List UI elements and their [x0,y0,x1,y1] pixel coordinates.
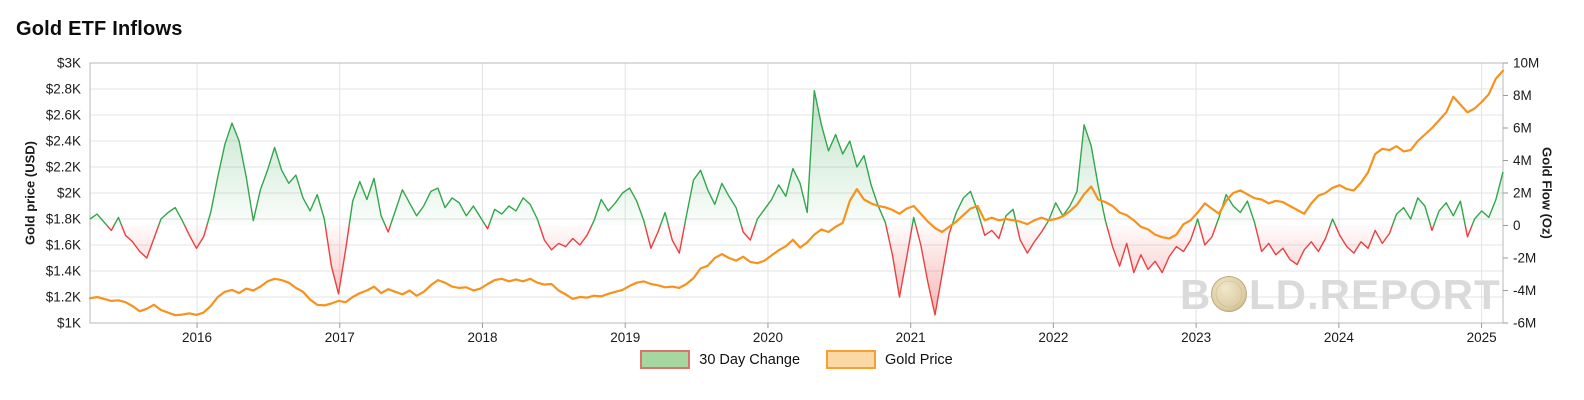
right-axis-tick-label: -2M [1513,251,1536,266]
x-axis-tick-label: 2022 [1038,330,1068,345]
flow-line-positive [89,89,1504,226]
left-axis-tick-label: $2.8K [46,82,81,97]
gold-price-line [88,69,1505,317]
right-axis-tick-label: 0 [1513,218,1521,233]
x-axis-tick-label: 2018 [467,330,497,345]
left-axis-tick-label: $2.4K [46,134,81,149]
right-axis-tick-label: 6M [1513,121,1532,136]
flow-line-negative [106,225,1473,316]
chart-plot-area: B LD.REPORT $3K $2.8K $2.6K $2.4K $2.2K $2K $1.8… [46,56,1540,346]
gold-coin-icon [1211,276,1247,312]
left-axis-tick-label: $2.2K [46,160,81,175]
left-axis-tick-label: $3K [57,56,81,71]
left-axis-tick-label: $1.2K [46,290,81,305]
right-axis-tick-label: 10M [1513,56,1539,71]
right-axis-tick-label: -6M [1513,316,1536,331]
legend-label-30-day-change: 30 Day Change [699,351,801,368]
legend-swatch-gold-price [826,350,877,369]
x-axis-tick-label: 2019 [610,330,640,345]
watermark: B LD.REPORT [1180,271,1501,318]
flow-area-negative [90,225,1503,315]
gold-coin-inner-ring [1215,280,1243,308]
legend: 30 Day Change Gold Price [90,350,1503,369]
x-axis-tick-label: 2017 [325,330,355,345]
right-axis-tick-label: 8M [1513,88,1532,103]
left-axis-tick-label: $1.8K [46,212,81,227]
right-axis-tick-label: -4M [1513,283,1536,298]
left-axis-tick-label: $2.6K [46,108,81,123]
left-axis-tick-label: $1.6K [46,238,81,253]
watermark-text-prefix: B [1180,271,1211,318]
left-axis-tick-label: $1.4K [46,264,81,279]
right-axis-tick-label: 4M [1513,153,1532,168]
x-axis-tick-label: 2025 [1467,330,1497,345]
flow-area-positive [90,90,1503,226]
watermark-text-suffix: LD.REPORT [1249,271,1501,318]
left-axis-tick-label: $1K [57,316,81,331]
x-axis-tick-label: 2024 [1324,330,1355,345]
x-axis-tick-label: 2016 [182,330,212,345]
page-title: Gold ETF Inflows [16,18,183,40]
legend-item-30-day-change[interactable]: 30 Day Change [640,350,800,369]
x-axis-tick-label: 2020 [753,330,783,345]
legend-label-gold-price: Gold Price [885,351,953,368]
right-axis-tick-label: 2M [1513,186,1532,201]
left-axis-tick-label: $2K [57,186,81,201]
x-axis-tick-label: 2023 [1181,330,1211,345]
x-axis-tick-label: 2021 [896,330,926,345]
legend-swatch-30-day-change [640,350,691,369]
legend-item-gold-price[interactable]: Gold Price [826,350,953,369]
